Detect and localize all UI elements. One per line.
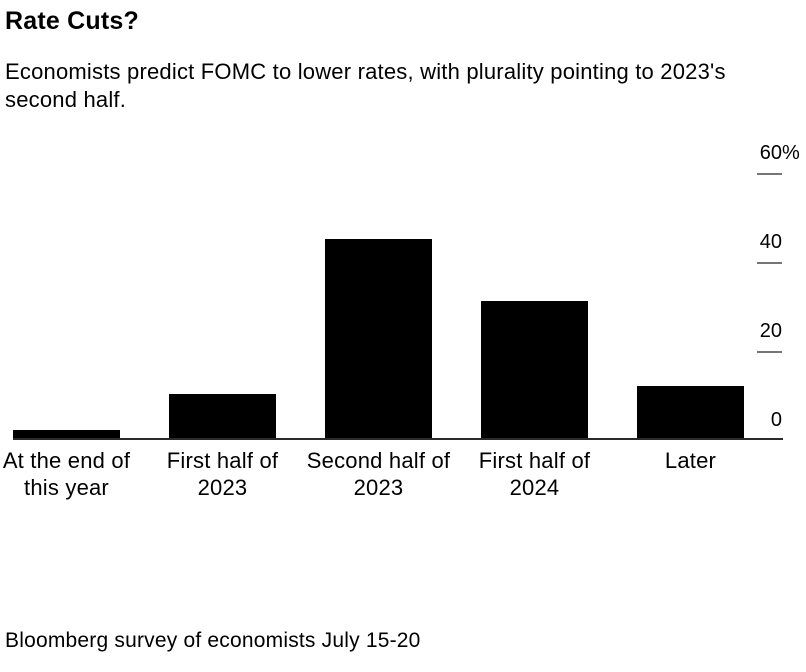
chart-title: Rate Cuts? — [5, 7, 139, 35]
bar-second-half-of — [325, 239, 432, 439]
chart-subtitle: Economists predict FOMC to lower rates, … — [5, 59, 726, 112]
x-label-later: Later — [664, 448, 717, 473]
y-tick-label-60: 60% — [759, 142, 800, 164]
bar-later — [637, 386, 744, 439]
source-note: Bloomberg survey of economists July 15-2… — [5, 629, 421, 652]
bar-first-half-of — [169, 394, 276, 439]
x-label-first-half-of: First half of 2024 — [478, 448, 591, 500]
x-label-first-half-of: First half of 2023 — [166, 448, 279, 500]
x-label-at-the-end-of: At the end of this year — [2, 448, 131, 500]
x-axis-line — [13, 438, 783, 440]
bar-at-the-end-of — [13, 430, 120, 439]
y-tick-label-0: 0 — [770, 409, 782, 431]
x-axis-labels: At the end of this year First half of 202… — [0, 447, 806, 507]
bar-first-half-of — [481, 301, 588, 439]
y-tick-label-40: 40 — [759, 231, 782, 253]
bar-chart: 60% 40 20 0 — [0, 140, 806, 440]
y-tick-label-20: 20 — [759, 320, 782, 342]
y-tick-line-20 — [757, 351, 782, 353]
x-label-second-half-of: Second half of 2023 — [306, 448, 451, 500]
y-tick-line-60 — [757, 173, 782, 175]
y-tick-line-40 — [757, 262, 782, 264]
percent-sign: % — [782, 142, 800, 164]
